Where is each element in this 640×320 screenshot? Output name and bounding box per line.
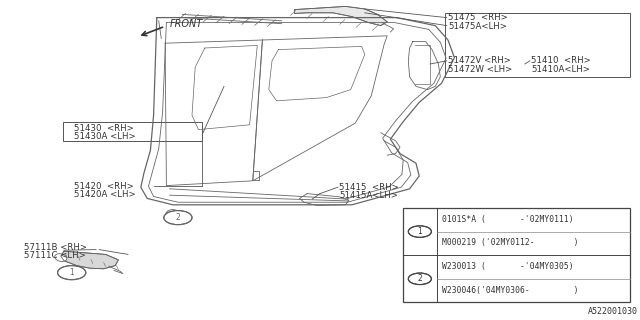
- Text: 51420A <LH>: 51420A <LH>: [74, 190, 135, 199]
- Text: 0101S*A (       -'02MY0111): 0101S*A ( -'02MY0111): [442, 215, 574, 224]
- Text: W230046('04MY0306-         ): W230046('04MY0306- ): [442, 286, 579, 295]
- Text: W230013 (       -'04MY0305): W230013 ( -'04MY0305): [442, 262, 574, 271]
- Text: 51472W <LH>: 51472W <LH>: [448, 65, 512, 74]
- Circle shape: [164, 211, 192, 225]
- Text: 57111B <RH>: 57111B <RH>: [24, 243, 87, 252]
- Text: 51475A<LH>: 51475A<LH>: [448, 22, 507, 31]
- Text: 1: 1: [417, 227, 422, 236]
- Text: 1: 1: [69, 268, 74, 277]
- Text: 51415  <RH>: 51415 <RH>: [339, 183, 399, 192]
- Text: 2: 2: [417, 274, 422, 283]
- Circle shape: [58, 266, 86, 280]
- Bar: [403, 208, 630, 302]
- Text: 51410  <RH>: 51410 <RH>: [531, 56, 591, 65]
- Text: 51475  <RH>: 51475 <RH>: [448, 13, 508, 22]
- Text: A522001030: A522001030: [588, 307, 637, 316]
- Text: FRONT: FRONT: [170, 19, 203, 29]
- Circle shape: [408, 273, 431, 284]
- Text: 57111C <LH>: 57111C <LH>: [24, 251, 86, 260]
- Text: M000219 ('02MY0112-        ): M000219 ('02MY0112- ): [442, 238, 579, 247]
- Text: 51420  <RH>: 51420 <RH>: [74, 182, 133, 191]
- Text: 51430A <LH>: 51430A <LH>: [74, 132, 135, 141]
- Polygon shape: [61, 251, 118, 269]
- Text: 2: 2: [175, 213, 180, 222]
- Ellipse shape: [55, 254, 67, 261]
- Text: 51430  <RH>: 51430 <RH>: [74, 124, 133, 132]
- Text: 51415A<LH>: 51415A<LH>: [339, 191, 398, 200]
- Circle shape: [408, 226, 431, 237]
- Text: 51410A<LH>: 51410A<LH>: [531, 65, 590, 74]
- Ellipse shape: [166, 210, 180, 219]
- Bar: [445, 13, 630, 77]
- Polygon shape: [294, 6, 387, 26]
- Text: 51472V <RH>: 51472V <RH>: [448, 56, 511, 65]
- Bar: [63, 122, 202, 141]
